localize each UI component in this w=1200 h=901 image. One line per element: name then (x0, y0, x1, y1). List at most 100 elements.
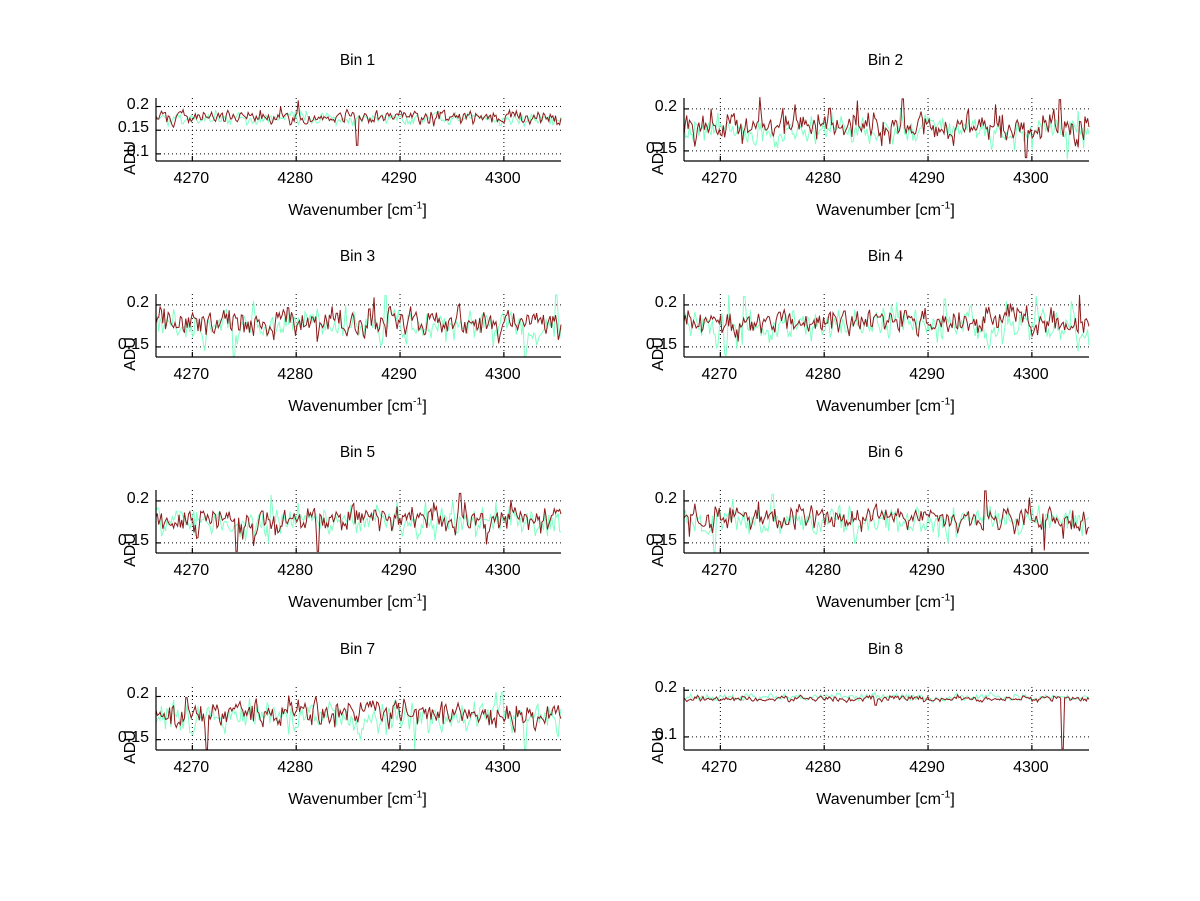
x-tick-label: 4280 (277, 759, 313, 776)
y-tick-label: 0.2 (126, 489, 149, 507)
x-axis-label: Wavenumber [cm-1] (155, 788, 560, 809)
y-tick-label: 0.2 (126, 95, 149, 113)
x-axis-label-tail: ] (950, 398, 955, 415)
subplot-bin-5: Bin 5 ADU 0.15 0.2 4270 4280 4290 4300 Wavenumbe… (55, 444, 590, 652)
x-tick-label: 4270 (173, 170, 210, 187)
x-tick-label: 4280 (805, 562, 841, 579)
x-axis-label: Wavenumber [cm-1] (155, 396, 560, 416)
x-axis-label-text: Wavenumber [cm (816, 791, 941, 808)
x-tick-label: 4300 (485, 562, 521, 579)
x-tick-label: 4270 (701, 562, 738, 579)
x-axis-label: Wavenumber [cm-1] (683, 199, 1088, 220)
x-tick-label: 4270 (701, 759, 738, 776)
x-tick-label: 4270 (173, 759, 210, 776)
x-tick-label: 4290 (381, 759, 417, 776)
subplot-title: Bin 6 (867, 444, 904, 461)
data-series-measured (155, 492, 562, 552)
x-axis-label-text: Wavenumber [cm (816, 594, 941, 611)
x-axis-label-tail: ] (950, 202, 955, 219)
x-axis-label-exponent: -1 (940, 591, 951, 604)
subplot-bin-8: Bin 8 ADU 0.1 0.2 4270 4280 4290 4300 Wavenumber… (583, 641, 1118, 849)
subplot-bin-6: Bin 6 ADU 0.15 0.2 4270 4280 4290 4300 Wavenumbe… (583, 444, 1118, 652)
subplot-bin-3: Bin 3 ADU 0.15 0.2 4270 4280 4290 4300 Wavenumbe… (55, 248, 590, 456)
subplot-bin-7: Bin 7 ADU 0.15 0.2 4270 4280 4290 4300 Wavenumbe… (55, 641, 590, 849)
data-series-measured (683, 693, 1090, 750)
subplot-title: Bin 4 (867, 248, 904, 265)
x-axis-label-tail: ] (422, 594, 427, 611)
y-tick-label: 0.2 (126, 685, 149, 703)
x-axis-label-exponent: -1 (940, 199, 951, 212)
x-tick-label: 4300 (485, 170, 521, 187)
plot-area[interactable] (155, 97, 562, 162)
subplot-title: Bin 1 (339, 52, 376, 69)
data-series-measured (155, 695, 562, 750)
x-axis-label-text: Wavenumber [cm (288, 791, 413, 808)
y-tick-label: 0.15 (117, 119, 149, 137)
plot-area[interactable] (683, 97, 1090, 162)
x-axis-label-text: Wavenumber [cm (288, 202, 413, 219)
subplot-title: Bin 3 (339, 248, 376, 265)
x-axis-label-text: Wavenumber [cm (288, 594, 413, 611)
y-tick-label: 0.15 (645, 531, 677, 549)
x-axis-label-tail: ] (422, 398, 427, 415)
data-series-model (155, 494, 562, 543)
y-tick-label: 0.15 (645, 139, 677, 157)
data-series-model (683, 109, 1090, 160)
x-axis-label: Wavenumber [cm-1] (683, 788, 1088, 809)
y-tick-label: 0.2 (654, 293, 677, 311)
x-axis-label-exponent: -1 (412, 199, 423, 212)
y-tick-label: 0.1 (654, 725, 677, 743)
subplot-title: Bin 8 (867, 641, 904, 658)
x-tick-label: 4300 (1013, 759, 1049, 776)
y-tick-label: 0.2 (654, 97, 677, 115)
x-axis-label-text: Wavenumber [cm (288, 398, 413, 415)
y-tick-label: 0.2 (654, 489, 677, 507)
data-series-model (155, 691, 562, 750)
y-tick-label: 0.15 (117, 728, 149, 746)
plot-area[interactable] (683, 686, 1090, 751)
y-tick-label: 0.15 (117, 531, 149, 549)
subplot-title: Bin 5 (339, 444, 376, 461)
x-tick-label: 4270 (173, 366, 210, 383)
x-axis-label-exponent: -1 (940, 788, 951, 801)
data-series-measured (683, 490, 1090, 551)
subplot-title: Bin 7 (339, 641, 376, 658)
plot-area[interactable] (683, 489, 1090, 554)
x-axis-label-tail: ] (422, 791, 427, 808)
x-tick-label: 4290 (909, 759, 945, 776)
x-axis-label: Wavenumber [cm-1] (155, 591, 560, 612)
x-tick-label: 4290 (909, 366, 945, 383)
x-tick-label: 4280 (277, 366, 313, 383)
x-tick-label: 4280 (805, 170, 841, 187)
x-axis-label-tail: ] (950, 791, 955, 808)
plot-area[interactable] (155, 686, 562, 751)
data-series-model (683, 493, 1090, 553)
x-tick-label: 4300 (1013, 366, 1049, 383)
x-tick-label: 4270 (701, 170, 738, 187)
x-axis-label-exponent: -1 (940, 395, 951, 408)
x-tick-label: 4300 (485, 759, 521, 776)
x-tick-label: 4290 (381, 562, 417, 579)
x-tick-label: 4280 (277, 170, 313, 187)
subplot-bin-4: Bin 4 ADU 0.15 0.2 4270 4280 4290 4300 Wavenumbe… (583, 248, 1118, 456)
x-axis-label-tail: ] (422, 202, 427, 219)
y-tick-label: 0.2 (126, 293, 149, 311)
x-tick-label: 4300 (1013, 170, 1049, 187)
x-axis-label-text: Wavenumber [cm (816, 202, 941, 219)
y-tick-label: 0.1 (126, 142, 149, 160)
x-tick-label: 4280 (805, 366, 841, 383)
x-tick-label: 4270 (701, 366, 738, 383)
plot-area[interactable] (683, 293, 1090, 358)
data-series-measured (155, 100, 562, 146)
x-tick-label: 4300 (1013, 562, 1049, 579)
x-axis-label-exponent: -1 (412, 591, 423, 604)
x-axis-label-exponent: -1 (412, 788, 423, 801)
y-tick-label: 0.15 (117, 335, 149, 353)
x-axis-label: Wavenumber [cm-1] (683, 591, 1088, 612)
subplot-bin-1: Bin 1 ADU 0.1 0.15 0.2 4270 4280 4290 4300 Wavenu… (55, 52, 590, 260)
x-tick-label: 4290 (909, 562, 945, 579)
plot-area[interactable] (155, 489, 562, 554)
plot-area[interactable] (155, 293, 562, 358)
x-tick-label: 4290 (381, 366, 417, 383)
